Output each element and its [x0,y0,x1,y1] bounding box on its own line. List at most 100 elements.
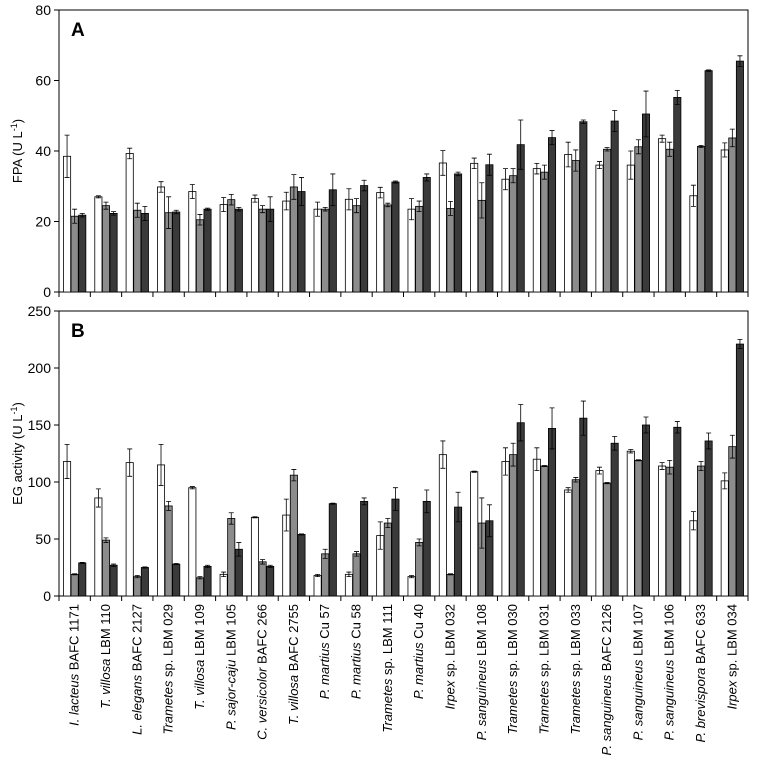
bar-a-s3-c5 [203,208,212,293]
bar-a-s1-c4 [157,186,166,293]
bar-a-s1-c16 [532,168,541,293]
bar-a-s2-c5 [195,219,204,293]
error-bar-a-s1-c15 [503,168,509,191]
error-bar-b-s3-c10 [361,497,367,506]
bar-a-s2-c20 [665,148,674,293]
error-bar-b-s1-c5 [189,486,195,490]
error-bar-a-s3-c6 [236,207,242,212]
error-bar-b-s3-c7 [267,564,273,568]
bar-b-s2-c1 [70,573,79,597]
bar-a-s3-c2 [109,212,118,293]
category-label-10: P. martius Cu 58 [349,604,364,699]
error-bar-a-s2-c1 [72,208,78,224]
error-bar-b-s1-c16 [534,447,540,471]
error-bar-b-s3-c11 [392,487,398,511]
error-bar-b-s2-c10 [354,551,360,557]
panel-letter-b: B [71,321,85,342]
error-bar-b-s1-c18 [596,466,602,475]
error-bar-b-s2-c8 [291,469,297,482]
bar-b-s2-c11 [383,522,392,597]
error-bar-a-s2-c9 [322,207,328,212]
error-bar-b-s2-c18 [604,482,610,485]
bar-a-s2-c11 [383,204,392,293]
bar-b-s3-c11 [391,498,400,597]
error-bar-b-s1-c14 [471,470,477,473]
bar-b-s3-c18 [610,442,619,597]
error-bar-a-s1-c20 [659,134,665,143]
bar-b-s1-c2 [94,497,103,597]
error-bar-a-s1-c16 [534,162,540,175]
panel-b: 0 50 100 150 200 250 B EG activity (U L-1) [9,303,749,604]
bar-b-s1-c1 [63,461,72,597]
error-bar-a-s1-c17 [565,141,571,168]
error-bar-a-s3-c3 [142,205,148,221]
bar-b-s2-c20 [665,466,674,597]
category-label-17: Trametes sp. LBM 033 [568,604,583,735]
bar-a-s2-c9 [321,208,330,293]
bar-b-s1-c3 [125,462,134,597]
bar-a-s2-c21 [697,146,706,293]
error-bar-a-s3-c13 [455,171,461,177]
error-bar-a-s1-c19 [628,150,634,180]
y-tick-label-a-4: 80 [35,2,51,18]
y-tick-label-a-3: 60 [35,73,51,89]
error-bar-b-s1-c20 [659,462,665,470]
error-bar-b-s1-c22 [722,472,728,490]
bar-b-s3-c17 [579,417,588,597]
bar-b-s2-c6 [227,518,236,597]
bar-b-s1-c15 [501,461,510,597]
error-bar-b-s2-c1 [72,573,78,576]
bar-b-s3-c12 [422,500,431,597]
category-label-16: Trametes sp. LBM 031 [536,604,551,735]
error-bar-b-s3-c18 [612,436,618,451]
bar-a-s2-c17 [571,160,580,293]
error-bar-a-s1-c14 [471,157,477,170]
bar-a-s3-c1 [78,214,87,293]
bar-a-s1-c10 [344,198,353,293]
error-bar-b-s3-c14 [486,504,492,538]
category-labels: I. lacteus BAFC 1171 T. villosa LBM 110 L.… [67,604,740,756]
error-bar-a-s1-c2 [95,195,101,199]
bar-a-s1-c9 [313,208,322,293]
error-bar-b-s1-c13 [440,440,446,469]
error-bar-a-s2-c6 [228,193,234,206]
error-bar-b-s3-c20 [674,421,680,434]
y-tick-label-b-4: 200 [28,360,52,376]
bar-b-s3-c16 [548,428,557,597]
bar-b-s1-c14 [470,471,479,597]
panel-a: 0 20 40 60 80 A FPA (U L-1) [9,2,749,300]
bar-a-s2-c13 [446,208,455,293]
category-label-1: I. lacteus BAFC 1171 [67,604,82,726]
bar-a-s3-c20 [673,97,682,293]
bar-b-s3-c21 [704,440,713,597]
bar-a-s2-c8 [289,186,298,293]
y-tick-label-b-1: 50 [35,531,51,547]
error-bar-b-s2-c3 [134,575,140,579]
error-bar-b-s1-c8 [283,498,289,532]
bar-a-s2-c22 [728,137,737,293]
error-bar-b-s1-c4 [158,443,164,486]
category-label-9: P. martius Cu 57 [317,604,332,699]
bar-b-s2-c13 [446,573,455,597]
error-bar-a-s3-c16 [549,130,555,146]
error-bar-a-s3-c1 [79,212,85,218]
bar-a-s3-c16 [548,137,557,293]
bar-b-s2-c17 [571,479,580,597]
bar-b-s1-c7 [250,516,259,597]
error-bar-a-s3-c18 [612,110,618,133]
error-bar-b-s1-c21 [690,511,696,531]
error-bar-a-s3-c5 [205,207,211,211]
bar-b-s1-c18 [595,470,604,597]
error-bar-a-s3-c22 [737,55,743,67]
error-bar-b-s2-c9 [322,548,328,559]
category-label-11: Trametes sp. LBM 111 [380,604,395,733]
bar-b-s2-c19 [634,459,643,597]
error-bar-a-s1-c13 [440,150,446,176]
category-label-6: P. sajor-caju LBM 105 [223,604,238,730]
bar-a-s2-c6 [227,199,236,293]
bar-b-s1-c21 [689,520,698,597]
bar-a-s3-c18 [610,120,619,293]
bar-a-s1-c8 [282,200,291,293]
bar-b-s3-c22 [735,343,744,597]
y-axis-title-b: EG activity (U L-1) [9,402,25,505]
